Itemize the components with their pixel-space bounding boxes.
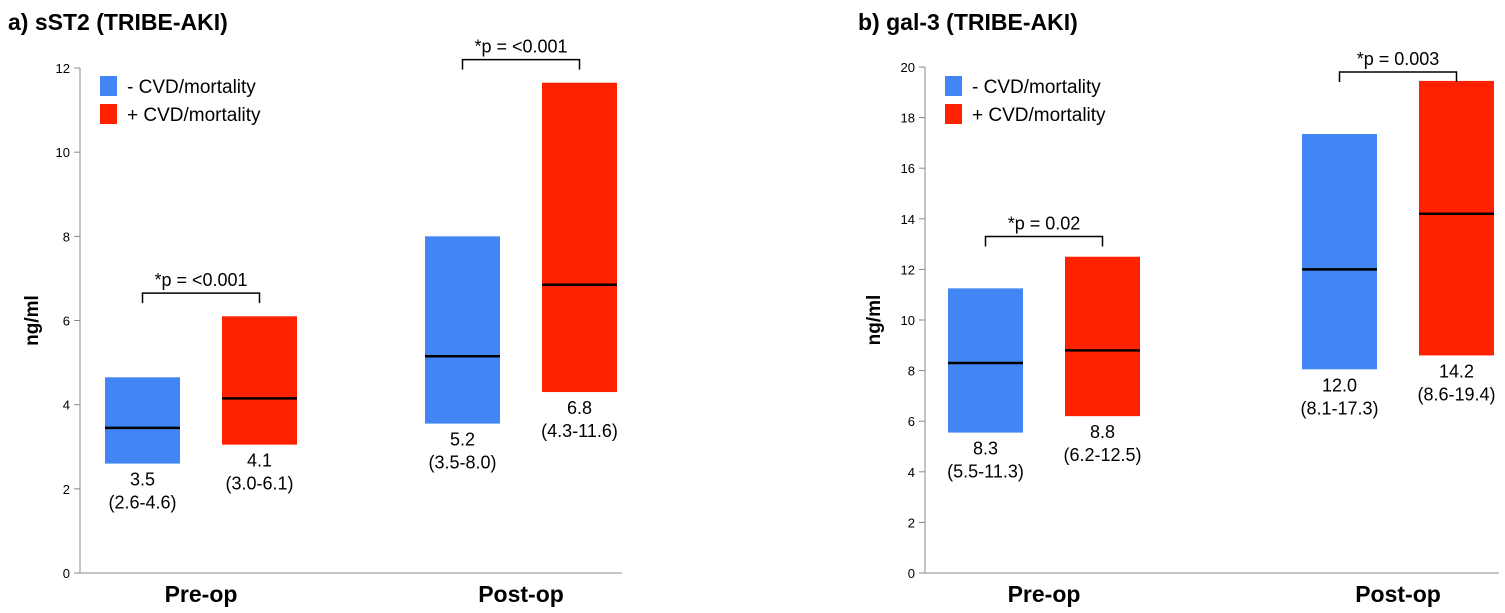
- significance-bracket: [1338, 71, 1458, 83]
- median-value-label: 8.8: [1090, 422, 1115, 442]
- y-tick-label: 20: [901, 60, 915, 75]
- significance-bracket: [141, 292, 261, 304]
- p-value-label: *p = <0.001: [474, 37, 567, 57]
- range-bar: [948, 288, 1023, 433]
- y-tick-label: 6: [63, 314, 70, 329]
- range-value-label: (4.3-11.6): [541, 421, 618, 441]
- chart-title: a) sST2 (TRIBE-AKI): [8, 9, 228, 35]
- significance-bracket: [461, 58, 581, 70]
- y-tick-label: 14: [901, 212, 915, 227]
- legend-swatch: [945, 104, 962, 124]
- median-value-label: 4.1: [247, 451, 272, 471]
- y-tick-label: 8: [63, 229, 70, 244]
- y-tick-label: 2: [908, 515, 915, 530]
- chart-title: b) gal-3 (TRIBE-AKI): [858, 9, 1078, 35]
- range-bar: [425, 236, 500, 424]
- range-bar: [222, 316, 297, 445]
- category-label: Pre-op: [165, 581, 238, 607]
- median-value-label: 12.0: [1322, 375, 1357, 395]
- p-value-label: *p = 0.003: [1357, 49, 1440, 69]
- y-tick-label: 12: [901, 262, 915, 277]
- y-tick-label: 6: [908, 414, 915, 429]
- range-bar: [1302, 134, 1377, 370]
- y-tick-label: 10: [56, 145, 70, 160]
- y-tick-label: 12: [56, 61, 70, 76]
- y-tick-label: 0: [63, 566, 70, 581]
- range-value-label: (8.1-17.3): [1300, 398, 1378, 418]
- category-label: Pre-op: [1008, 581, 1081, 607]
- y-tick-label: 4: [63, 398, 70, 413]
- legend-label: - CVD/mortality: [972, 77, 1101, 98]
- median-value-label: 5.2: [450, 430, 475, 450]
- legend-swatch: [100, 76, 117, 96]
- y-tick-label: 2: [63, 482, 70, 497]
- p-value-label: *p = <0.001: [154, 270, 247, 290]
- range-bar: [1419, 80, 1494, 356]
- range-bar: [1065, 256, 1140, 417]
- range-bar: [542, 82, 617, 393]
- range-value-label: (8.6-19.4): [1417, 384, 1495, 404]
- y-axis-label: ng/ml: [864, 295, 885, 346]
- range-value-label: (2.6-4.6): [108, 493, 176, 513]
- category-label: Post-op: [1355, 581, 1441, 607]
- category-label: Post-op: [478, 581, 564, 607]
- y-tick-label: 16: [901, 161, 915, 176]
- y-tick-label: 4: [908, 465, 915, 480]
- legend-swatch: [945, 76, 962, 96]
- median-value-label: 8.3: [973, 439, 998, 459]
- median-value-label: 14.2: [1439, 361, 1474, 381]
- median-value-label: 6.8: [567, 398, 592, 418]
- y-tick-label: 0: [908, 566, 915, 581]
- legend-label: + CVD/mortality: [972, 105, 1106, 126]
- y-tick-label: 18: [901, 111, 915, 126]
- range-value-label: (3.5-8.0): [428, 453, 496, 473]
- median-value-label: 3.5: [130, 470, 155, 490]
- range-value-label: (6.2-12.5): [1063, 445, 1141, 465]
- legend-label: + CVD/mortality: [127, 105, 261, 126]
- p-value-label: *p = 0.02: [1008, 214, 1081, 234]
- significance-bracket: [984, 235, 1104, 247]
- range-value-label: (5.5-11.3): [947, 462, 1024, 482]
- y-axis-label: ng/ml: [22, 295, 43, 346]
- legend-swatch: [100, 104, 117, 124]
- y-tick-label: 10: [901, 313, 915, 328]
- legend-label: - CVD/mortality: [127, 77, 256, 98]
- y-tick-label: 8: [908, 364, 915, 379]
- range-value-label: (3.0-6.1): [225, 474, 293, 494]
- range-bar: [105, 377, 180, 464]
